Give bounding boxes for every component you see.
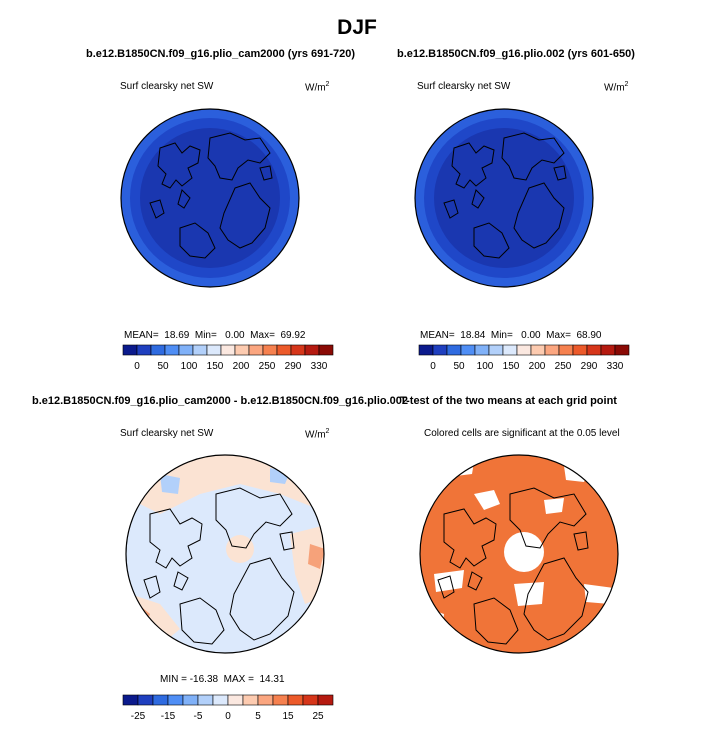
colorbar-swatch (234, 344, 250, 356)
colorbar-swatch (182, 694, 199, 706)
colorbar-swatch (227, 694, 244, 706)
colorbar-swatch (242, 694, 259, 706)
colorbar-swatch (220, 344, 236, 356)
colorbar-swatch (262, 344, 278, 356)
coastlines (143, 487, 295, 645)
colorbar-tick-label: 5 (255, 711, 261, 722)
panel-2-units: W/m2 (604, 81, 629, 94)
colorbar-swatch (137, 694, 154, 706)
panel-3-subtitle: Surf clearsky net SW (120, 428, 214, 439)
panel-3-map (125, 454, 325, 654)
panel-4-map (419, 454, 619, 654)
panel-3-units: W/m2 (305, 428, 330, 441)
colorbar-swatch (318, 344, 334, 356)
panel-4-title: T-test of the two means at each grid poi… (400, 395, 617, 407)
colorbar-swatch (418, 344, 434, 356)
colorbar-tick-label: -15 (161, 711, 176, 722)
colorbar-swatch (460, 344, 476, 356)
panel-3-title: b.e12.B1850CN.f09_g16.plio_cam2000 - b.e… (32, 395, 409, 407)
colorbar-swatch (136, 344, 152, 356)
colorbar-tick-label: 25 (312, 711, 324, 722)
panel-1-subtitle: Surf clearsky net SW (120, 81, 214, 92)
panel-2-map (414, 108, 594, 288)
colorbar-swatch (152, 694, 169, 706)
colorbar-swatch (150, 344, 166, 356)
colorbar-swatch (446, 344, 462, 356)
colorbar-swatch (304, 344, 320, 356)
panel-2-stats: MEAN= 18.84 Min= 0.00 Max= 68.90 (420, 330, 602, 341)
colorbar-swatch (287, 694, 304, 706)
colorbar-tick-label: 200 (529, 361, 546, 372)
colorbar-swatch (192, 344, 208, 356)
colorbar-swatch (600, 344, 616, 356)
colorbar-tick-label: 50 (157, 361, 169, 372)
panel-1-title: b.e12.B1850CN.f09_g16.plio_cam2000 (yrs … (86, 48, 356, 60)
colorbar-tick-label: 100 (477, 361, 494, 372)
colorbar-swatch (530, 344, 546, 356)
panel-3-colorbar: -25 -15 -5 0 5 15 25 (122, 694, 334, 722)
colorbar-tick-label: 290 (581, 361, 598, 372)
colorbar-swatch (432, 344, 448, 356)
colorbar-swatch (502, 344, 518, 356)
colorbar-tick-label: 150 (207, 361, 224, 372)
colorbar-swatch (614, 344, 630, 356)
colorbar-tick-label: 250 (259, 361, 276, 372)
colorbar-tick-label: 150 (503, 361, 520, 372)
colorbar-swatch (164, 344, 180, 356)
colorbar-swatch (178, 344, 194, 356)
panel-1-stats: MEAN= 18.69 Min= 0.00 Max= 69.92 (124, 330, 306, 341)
panel-4-subtitle: Colored cells are significant at the 0.0… (424, 428, 620, 439)
colorbar-tick-label: -25 (131, 711, 146, 722)
colorbar-swatch (167, 694, 184, 706)
colorbar-tick-label: 200 (233, 361, 250, 372)
colorbar-swatch (558, 344, 574, 356)
panel-2-colorbar: 0 50 100 150 200 250 290 330 (418, 344, 630, 372)
colorbar-tick-label: 15 (282, 711, 294, 722)
colorbar-swatch (586, 344, 602, 356)
panel-1-units: W/m2 (305, 81, 330, 94)
colorbar-swatch (272, 694, 289, 706)
colorbar-swatch (206, 344, 222, 356)
colorbar-swatch (276, 344, 292, 356)
colorbar-tick-label: 290 (285, 361, 302, 372)
colorbar-tick-label: 0 (225, 711, 231, 722)
coastlines (149, 132, 273, 259)
panel-1-colorbar: 0 50 100 150 200 250 290 330 (122, 344, 334, 372)
panel-3-stats: MIN = -16.38 MAX = 14.31 (160, 674, 285, 685)
colorbar-swatch (302, 694, 319, 706)
panel-2-title: b.e12.B1850CN.f09_g16.plio.002 (yrs 601-… (397, 48, 635, 60)
colorbar-tick-label: -5 (194, 711, 203, 722)
panel-1-map (120, 108, 300, 288)
colorbar-tick-label: 250 (555, 361, 572, 372)
colorbar-swatch (212, 694, 229, 706)
colorbar-swatch (516, 344, 532, 356)
main-title: DJF (337, 16, 377, 39)
colorbar-tick-label: 0 (430, 361, 436, 372)
colorbar-swatch (572, 344, 588, 356)
colorbar-tick-label: 100 (181, 361, 198, 372)
colorbar-tick-label: 50 (453, 361, 465, 372)
colorbar-tick-label: 330 (607, 361, 624, 372)
colorbar-swatch (544, 344, 560, 356)
coastlines (437, 487, 589, 645)
colorbar-swatch (257, 694, 274, 706)
coastlines (443, 132, 567, 259)
colorbar-swatch (122, 694, 139, 706)
colorbar-tick-label: 0 (134, 361, 140, 372)
colorbar-swatch (248, 344, 264, 356)
colorbar-swatch (488, 344, 504, 356)
colorbar-tick-label: 330 (311, 361, 328, 372)
colorbar-swatch (474, 344, 490, 356)
colorbar-swatch (317, 694, 334, 706)
colorbar-swatch (290, 344, 306, 356)
colorbar-swatch (122, 344, 138, 356)
colorbar-swatch (197, 694, 214, 706)
ring-inner (434, 128, 574, 268)
panel-2-subtitle: Surf clearsky net SW (417, 81, 511, 92)
ring-inner (140, 128, 280, 268)
